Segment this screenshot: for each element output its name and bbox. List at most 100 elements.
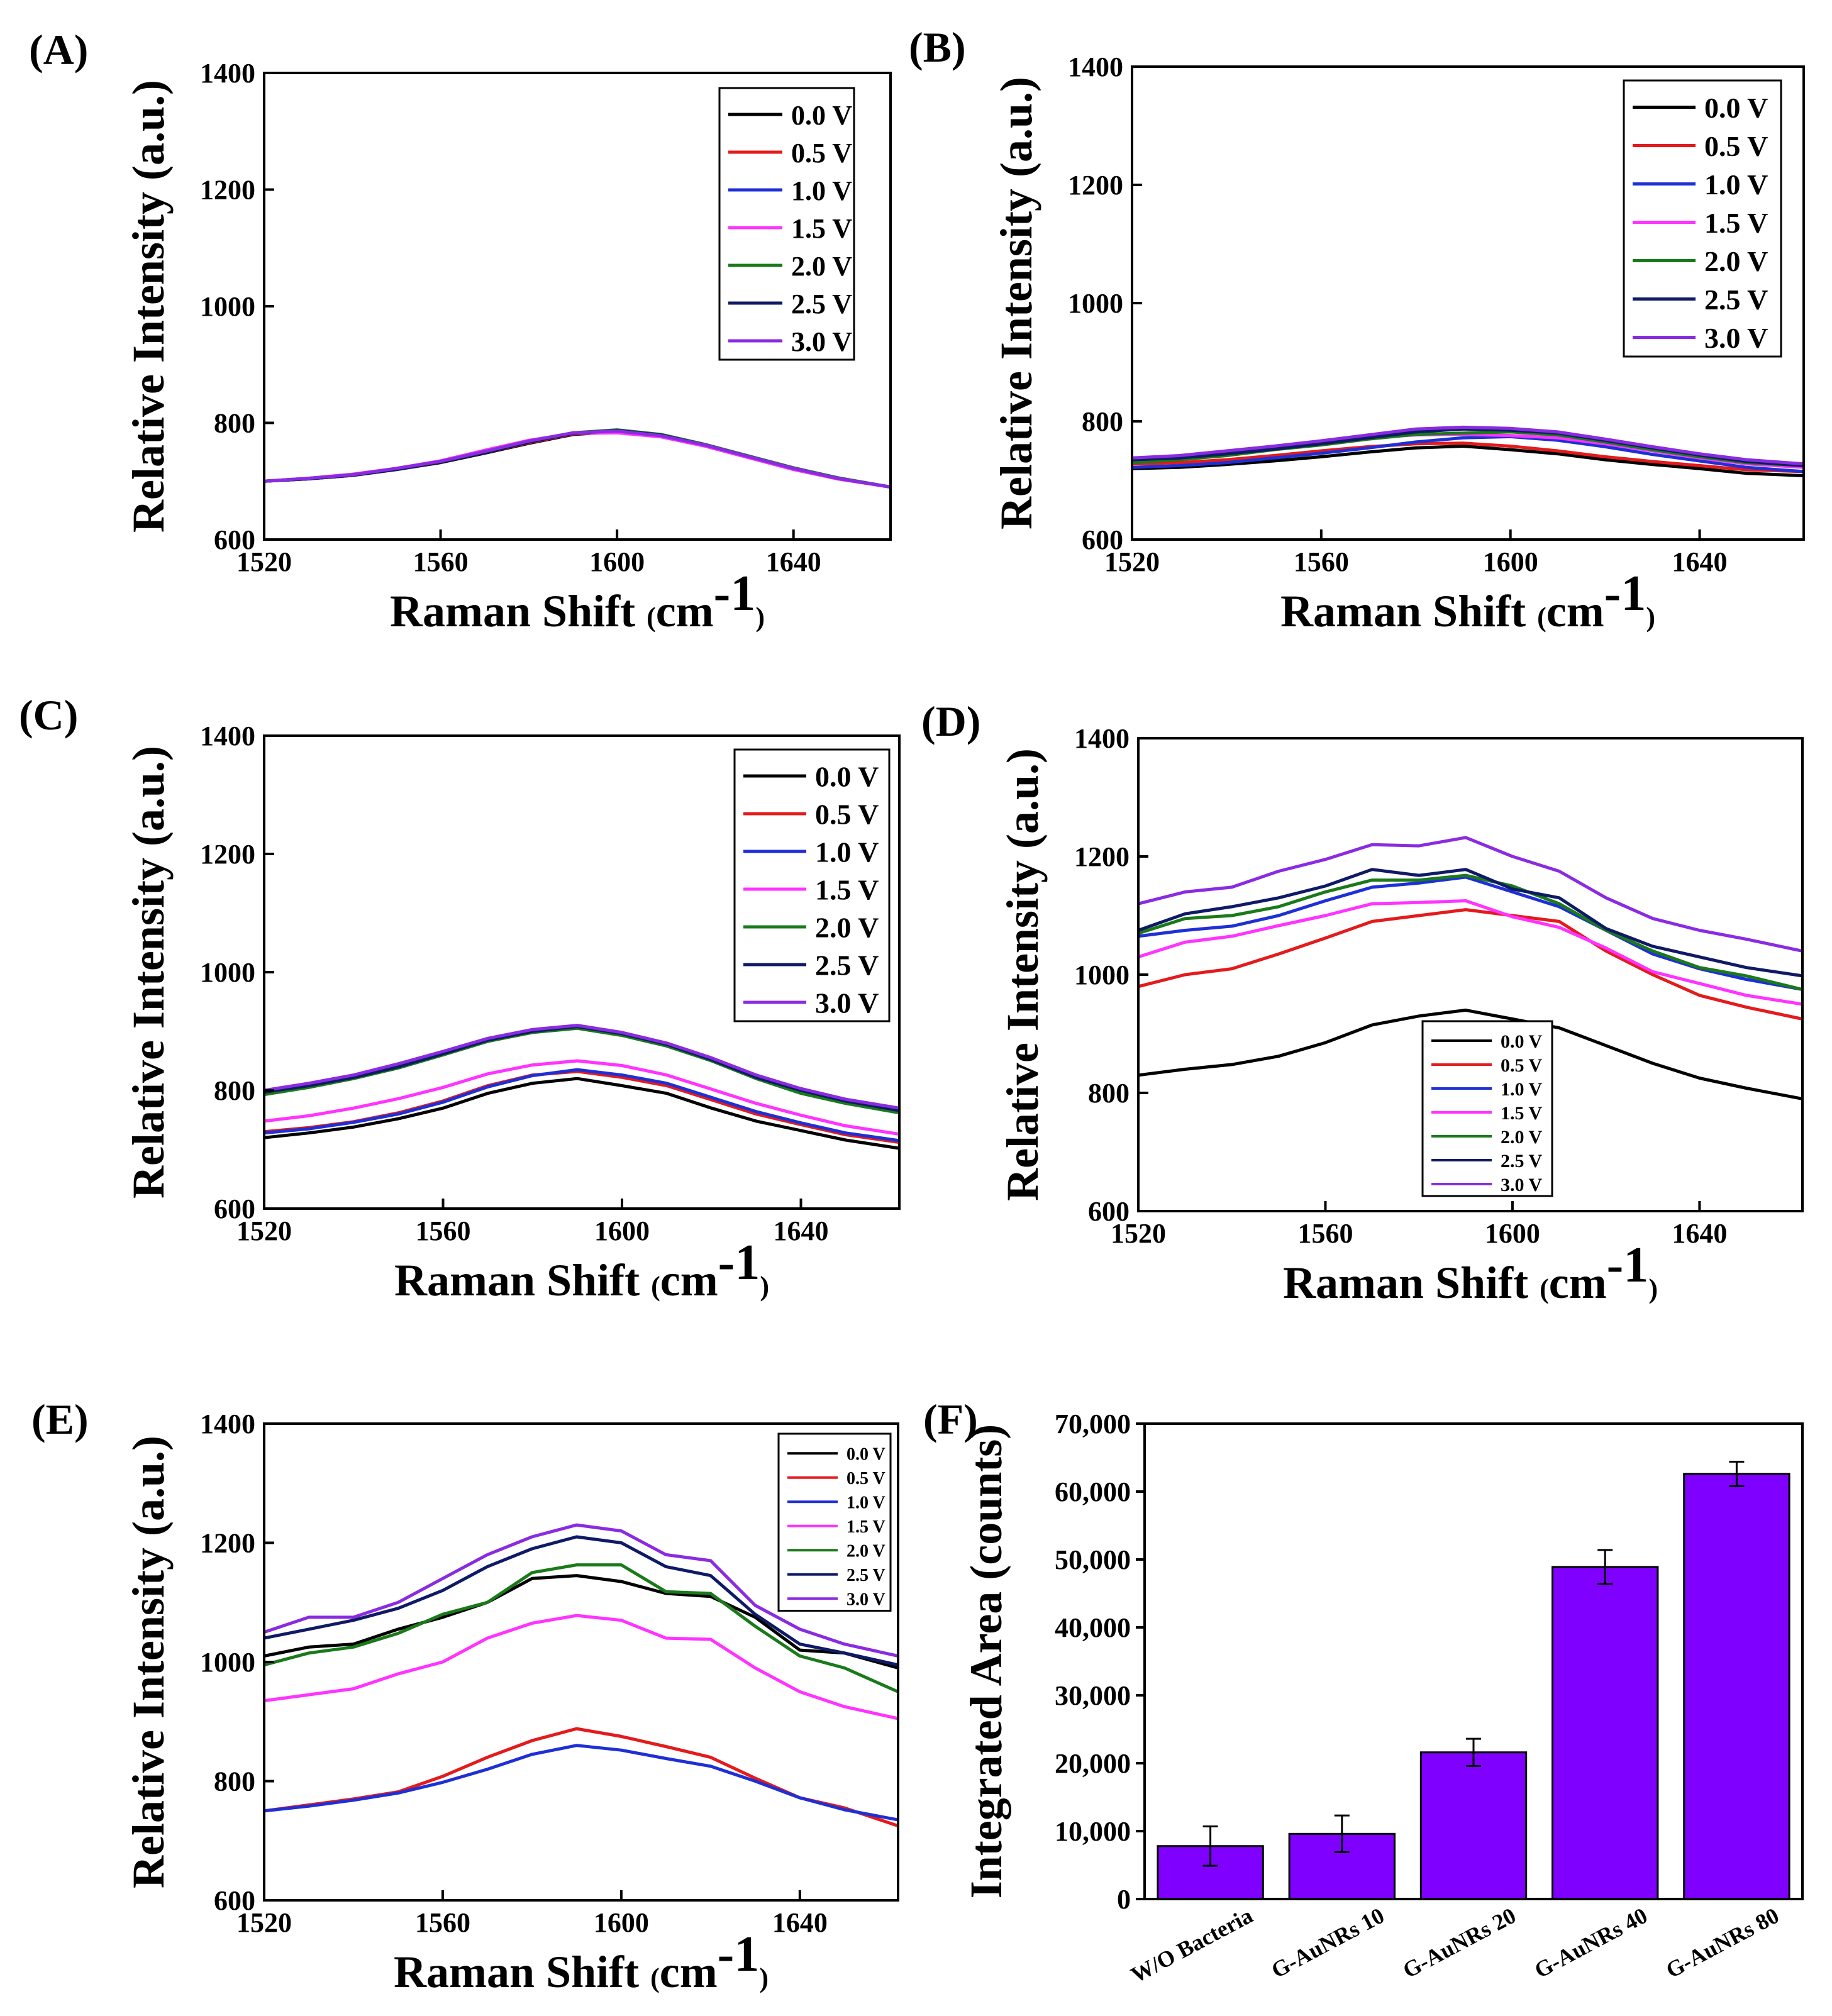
legend-label: 0.5 V	[791, 138, 852, 169]
y-tick-label: 1000	[200, 1647, 255, 1678]
legend-label: 2.5 V	[847, 1566, 885, 1585]
y-axis-label: Relative Intensity (a.u.)	[123, 746, 174, 1199]
legend: 0.0 V 0.5 V 1.0 V 1.5 V 2.0 V 2.5 V 3.0 V	[718, 87, 855, 361]
legend-label: 1.5 V	[791, 213, 852, 244]
panel-label: (C)	[19, 691, 78, 739]
x-axis-label: Raman Shift (cm-1)	[394, 1235, 769, 1305]
y-tick-label: 600	[1082, 524, 1123, 555]
category-label: G-AuNRs 80	[1662, 1903, 1783, 1983]
series-line-20V	[264, 428, 891, 489]
legend-label: 0.5 V	[815, 799, 879, 831]
series-group	[264, 1523, 899, 1827]
y-tick-label: 1400	[200, 1409, 255, 1439]
legend-label: 1.5 V	[815, 874, 879, 906]
legend-label: 0.0 V	[815, 761, 879, 793]
x-tick-label: 1520	[1104, 546, 1160, 577]
series-line-25V	[264, 1535, 899, 1667]
series-line-30V	[264, 1024, 900, 1110]
y-tick-label: 1200	[1074, 841, 1130, 872]
legend-label: 3.0 V	[791, 326, 852, 357]
y-tick-label: 1200	[200, 839, 255, 870]
x-axis-label: Raman Shift (cm-1)	[1280, 566, 1655, 636]
series-line-10V	[1131, 435, 1804, 474]
y-tick-label: 1200	[200, 175, 255, 206]
bar-4	[1552, 1566, 1659, 1900]
series-line-15V	[264, 431, 891, 489]
y-tick-label: 60,000	[1055, 1476, 1131, 1507]
x-tick-label: 1640	[1672, 546, 1728, 577]
y-tick-label: 0	[1117, 1884, 1131, 1915]
y-tick-label: 600	[1088, 1196, 1130, 1227]
y-tick-label: 1200	[1068, 170, 1123, 201]
panel-c: 1520 1560 1600 1640 600 800 1000 1200 1400 Raman …	[19, 691, 901, 1305]
y-tick-label: 50,000	[1055, 1544, 1131, 1575]
x-tick-label: 1600	[1485, 1218, 1540, 1249]
x-tick-label: 1560	[1297, 1218, 1353, 1249]
y-tick-label: 800	[214, 408, 255, 439]
legend-label: 0.0 V	[791, 100, 852, 131]
legend-label: 0.5 V	[847, 1469, 885, 1488]
series-line-25V	[264, 429, 891, 489]
x-tick-label: 1600	[594, 1907, 649, 1938]
y-tick-label: 800	[214, 1766, 255, 1797]
y-tick-label: 1000	[200, 957, 255, 988]
legend: 0.0 V 0.5 V 1.0 V 1.5 V 2.0 V 2.5 V 3.0 V	[777, 1432, 892, 1612]
y-tick-label: 20,000	[1055, 1748, 1131, 1779]
series-line-00V	[1131, 445, 1804, 477]
legend-box	[777, 1432, 892, 1612]
category-label: G-AuNRs 10	[1267, 1903, 1389, 1983]
y-tick-label: 30,000	[1055, 1680, 1131, 1711]
x-tick-label: 1560	[415, 1907, 470, 1938]
series-line-05V	[264, 430, 891, 489]
legend-label: 1.0 V	[1501, 1079, 1542, 1100]
y-tick-label: 600	[214, 1885, 255, 1916]
x-tick-label: 1640	[772, 1907, 828, 1938]
series-line-25V	[1138, 868, 1803, 978]
legend-label: 1.0 V	[1704, 169, 1768, 201]
legend-label: 2.0 V	[791, 251, 852, 282]
x-tick-label: 1560	[413, 546, 469, 577]
x-tick-label: 1560	[416, 1216, 471, 1246]
series-line-05V	[1131, 441, 1804, 474]
x-tick-label: 1520	[236, 546, 292, 577]
x-tick-label: 1640	[774, 1216, 829, 1246]
legend-label: 2.0 V	[1501, 1127, 1542, 1148]
legend-label: 0.0 V	[847, 1444, 885, 1464]
y-tick-label: 70,000	[1055, 1409, 1131, 1439]
legend-box	[718, 87, 855, 361]
panel-e: 1520 1560 1600 1640 600 800 1000 1200 1400 Raman …	[31, 1395, 899, 1997]
series-line-10V	[1138, 875, 1803, 991]
series-line-25V	[264, 1025, 900, 1112]
panel-label: (A)	[29, 26, 88, 74]
y-tick-label: 1000	[1074, 960, 1130, 990]
series-line-15V	[264, 1059, 900, 1136]
panel-b: 1520 1560 1600 1640 600 800 1000 1200 1400 Raman …	[909, 23, 1805, 636]
y-axis-label: Relative Intensity (a.u.)	[123, 80, 174, 533]
x-tick-label: 1640	[1672, 1218, 1727, 1249]
bar-5	[1683, 1473, 1790, 1900]
legend-label: 2.0 V	[815, 912, 879, 944]
y-tick-label: 800	[1082, 406, 1123, 437]
series-line-05V	[1138, 908, 1803, 1021]
x-tick-label: 1520	[236, 1907, 292, 1938]
y-axis-label: Relative Intensity (a.u.)	[997, 748, 1048, 1201]
series-group	[1131, 425, 1804, 477]
legend-label: 1.5 V	[1501, 1103, 1542, 1124]
category-label: G-AuNRs 20	[1399, 1903, 1520, 1983]
legend-label: 2.5 V	[791, 289, 852, 319]
series-line-00V	[264, 1077, 900, 1150]
series-line-10V	[264, 1068, 900, 1143]
legend-label: 2.5 V	[1704, 284, 1768, 316]
panel-label: (F)	[923, 1395, 978, 1443]
y-tick-label: 800	[1088, 1078, 1130, 1109]
legend-label: 0.5 V	[1501, 1055, 1542, 1076]
panel-d: 1520 1560 1600 1640 600 800 1000 1200 1400 Raman …	[921, 697, 1804, 1308]
series-group	[1138, 836, 1803, 1100]
x-axis-label: Raman Shift (cm-1)	[394, 1927, 769, 1997]
legend-label: 1.5 V	[1704, 207, 1768, 239]
y-axis-label: Integrated Area (counts)	[961, 1424, 1011, 1899]
legend-label: 1.0 V	[815, 836, 879, 868]
x-tick-label: 1520	[236, 1216, 292, 1246]
panel-label: (D)	[921, 697, 980, 745]
y-tick-label: 1200	[200, 1528, 255, 1559]
